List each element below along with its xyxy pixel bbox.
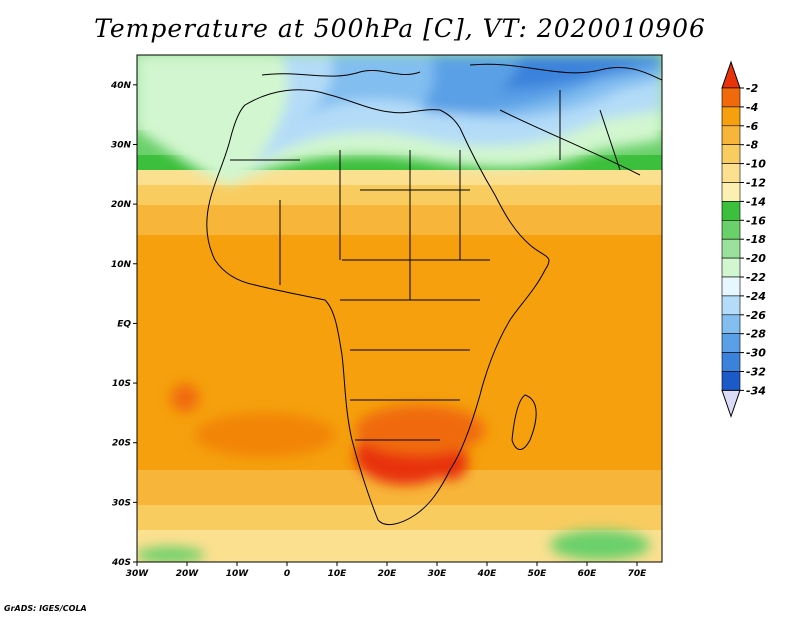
colorbar-swatch [721,144,741,164]
lon-tick-label: 20W [176,569,200,579]
lat-tick-label: EQ [117,319,131,329]
colorbar-swatch [721,371,741,391]
lon-tick-label: 10E [328,569,348,579]
lat-tick-label: 10N [111,260,132,270]
colorbar-swatch [721,257,741,278]
colorbar-label: -30 [746,347,766,360]
colorbar-swatch [721,276,741,297]
colorbar-swatch [721,125,741,146]
colorbar-swatch [721,87,741,108]
longitude-ticks: 30W 20W 10W 0 10E 20E 30E 40E 50E 60E 70E [126,562,647,579]
colorbar-swatch [721,182,741,202]
colorbar-label: -8 [746,139,759,152]
colorbar-swatch [721,333,741,353]
colorbar-swatch [721,352,741,372]
colorbar-label: -12 [746,177,766,190]
colorbar-label: -18 [746,233,766,246]
colorbar-swatch [721,163,741,183]
colorbar-top-arrow [721,60,741,89]
latitude-ticks: 40S 30S 20S 10S EQ 10N 20N 30N 40N [110,81,137,568]
lon-tick-label: 30E [428,569,448,579]
lat-tick-label: 30S [112,498,131,508]
colorbar-label: -28 [746,328,766,341]
colorbar: -2 -4 -6 -8 -10 -12 -14 -16 -18 -20 -22 -24 -26 -28 -3… [721,60,766,418]
lon-tick-label: 10W [226,569,250,579]
plot-frame [136,54,663,563]
colorbar-swatch [721,314,741,334]
lat-tick-label: 20N [111,200,132,210]
lon-tick-label: 40E [477,569,498,579]
colorbar-label: -16 [746,214,766,227]
colorbar-label: -32 [746,366,766,379]
colorbar-swatch [721,220,741,240]
colorbar-swatch [721,238,741,259]
colorbar-label: -10 [746,158,766,171]
colorbar-label: -22 [746,271,766,284]
lon-tick-label: 0 [284,569,290,579]
lon-tick-label: 70E [628,569,648,579]
colorbar-label: -14 [746,195,766,208]
lat-tick-label: 40S [111,558,131,568]
colorbar-label: -2 [746,82,759,95]
lon-tick-label: 60E [578,569,598,579]
colorbar-label: -20 [746,252,766,265]
colorbar-label: -26 [746,309,766,322]
colorbar-swatch [721,295,741,316]
coastlines [206,63,662,526]
colorbar-label: -24 [746,290,766,303]
map-title: Temperature at 500hPa [C], VT: 202001090… [94,14,706,43]
colorbar-bottom-arrow [721,389,741,418]
colorbar-swatch [721,201,741,221]
lon-tick-label: 30W [126,569,150,579]
lat-tick-label: 30N [111,140,132,150]
temperature-field [137,55,662,562]
grads-credit: GrADS: IGES/COLA [4,604,87,613]
colorbar-swatch [721,106,741,127]
colorbar-label: -34 [746,384,766,397]
lat-tick-label: 40N [110,81,132,91]
lat-tick-label: 10S [112,379,131,389]
lat-tick-label: 20S [112,439,131,449]
lon-tick-label: 20E [378,569,398,579]
colorbar-label: -6 [746,120,759,133]
colorbar-label: -4 [746,101,758,114]
lon-tick-label: 50E [528,569,548,579]
